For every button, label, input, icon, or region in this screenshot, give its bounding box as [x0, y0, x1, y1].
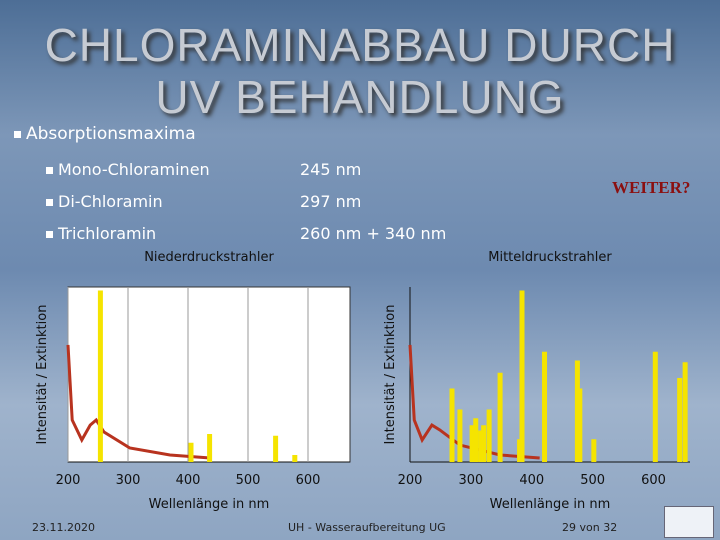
x-tick-label: 300 — [458, 473, 483, 488]
bullet-heading: Absorptionsmaxima — [14, 124, 196, 144]
bar — [457, 409, 463, 462]
bar — [542, 351, 548, 462]
bar — [207, 434, 213, 462]
bullet-text: Trichloramin — [58, 224, 157, 243]
bullet-text: Di-Chloramin — [58, 192, 163, 211]
bar — [469, 425, 475, 462]
next-link[interactable]: WEITER? — [612, 178, 691, 197]
x-tick-label: 500 — [580, 473, 605, 488]
x-tick-label: 600 — [296, 473, 321, 488]
chart-title: Niederdruckstrahler — [144, 250, 274, 265]
bar — [677, 378, 683, 462]
footer-center: UH - Wasseraufbereitung UG — [288, 521, 446, 534]
bar — [486, 409, 492, 462]
bar — [97, 290, 103, 462]
x-tick-label: 200 — [56, 473, 81, 488]
x-tick-label: 300 — [116, 473, 141, 488]
bar — [497, 372, 503, 462]
bar — [449, 388, 455, 462]
bar — [591, 439, 597, 462]
bar — [519, 290, 525, 462]
title-line: CHLORAMINABBAU DURCH — [44, 19, 676, 71]
bullet-text: Mono-Chloraminen — [58, 160, 210, 179]
curve — [408, 344, 540, 460]
bullet-value: 245 nm — [300, 160, 362, 179]
chart-title: Mitteldruckstrahler — [488, 250, 612, 265]
bullet: Di-Chloramin — [46, 192, 163, 211]
bullet-heading-text: Absorptionsmaxima — [26, 124, 196, 144]
y-axis-label: Intensität / Extinktion — [383, 305, 398, 445]
x-tick-label: 400 — [519, 473, 544, 488]
bullet: Mono-Chloraminen — [46, 160, 210, 179]
x-axis-label: Wellenlänge in nm — [149, 497, 270, 512]
footer-page: 29 von 32 — [562, 521, 618, 534]
bar — [473, 418, 479, 462]
x-tick-label: 200 — [398, 473, 423, 488]
x-tick-label: 400 — [176, 473, 201, 488]
bar — [292, 455, 298, 462]
bar — [188, 442, 194, 462]
footer-date: 23.11.2020 — [32, 521, 95, 534]
bar — [682, 362, 688, 462]
bar — [652, 351, 658, 462]
y-axis-label: Intensität / Extinktion — [35, 305, 50, 445]
x-axis-label: Wellenlänge in nm — [490, 497, 611, 512]
curve — [66, 344, 211, 460]
bullet-value: 297 nm — [300, 192, 362, 211]
plot-area — [67, 286, 351, 463]
bullet: Trichloramin — [46, 224, 156, 243]
logo — [664, 506, 714, 538]
bar — [273, 435, 279, 462]
bullet-value: 260 nm + 340 nm — [300, 224, 447, 243]
x-tick-label: 600 — [641, 473, 666, 488]
x-tick-label: 500 — [236, 473, 261, 488]
bar — [481, 425, 487, 462]
bar — [478, 430, 484, 462]
bar — [577, 388, 583, 462]
title-line: UV BEHANDLUNG — [155, 71, 565, 123]
